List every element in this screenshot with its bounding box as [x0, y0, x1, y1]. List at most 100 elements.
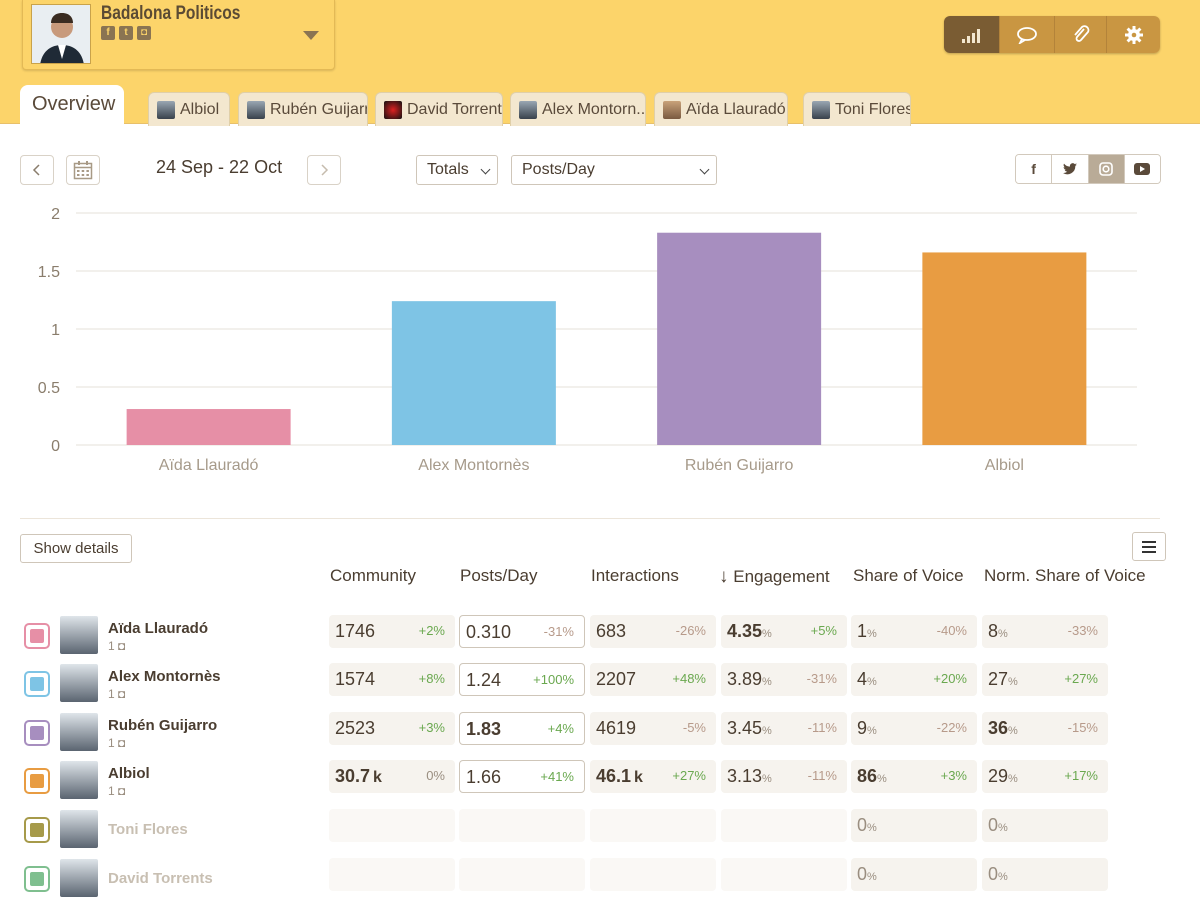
x-tick-label: Alex Montornès: [418, 457, 529, 474]
series-color-toggle[interactable]: [24, 817, 50, 843]
x-tick-label: Aïda Llauradó: [159, 457, 259, 474]
cell-community: 1574 +8%: [329, 663, 455, 696]
change-badge: +41%: [540, 769, 574, 784]
series-color-toggle[interactable]: [24, 866, 50, 892]
avatar: [663, 100, 681, 119]
tab-alex-montornes[interactable]: Alex Montorn...: [510, 92, 646, 126]
cell-nsov: 29% +17%: [982, 760, 1108, 793]
cell-posts: 0.310 -31%: [459, 615, 585, 648]
tab-toni-flores[interactable]: Toni Flores: [803, 92, 911, 126]
row-account-count: 1 ◘: [108, 639, 126, 653]
facebook-icon: f: [101, 26, 115, 40]
totals-select[interactable]: Totals: [416, 155, 498, 185]
y-tick-label: 1: [51, 322, 60, 339]
tab-ruben-guijarro[interactable]: Rubén Guijarro: [238, 92, 368, 126]
table-row[interactable]: Rubén Guijarro 1 ◘ 2523 +3% 1.83 +4% 4619 -5% 3.…: [0, 712, 1200, 752]
change-badge: +48%: [672, 671, 706, 686]
cell-nsov: 27% +27%: [982, 663, 1108, 696]
header-community[interactable]: Community: [330, 566, 416, 585]
table-row[interactable]: Albiol 1 ◘ 30.7 k 0% 1.66 +41% 46.1 k +27% 3.13% -1…: [0, 760, 1200, 800]
youtube-icon[interactable]: [1124, 155, 1160, 183]
tab-aida-llaurado[interactable]: Aïda Llauradó: [654, 92, 788, 126]
signal-icon[interactable]: [944, 16, 1000, 53]
row-name[interactable]: Rubén Guijarro: [108, 717, 218, 734]
series-color-toggle[interactable]: [24, 720, 50, 746]
change-badge: +27%: [1064, 671, 1098, 686]
chevron-down-icon[interactable]: [303, 31, 319, 40]
competitor-tabs: Overview Albiol Rubén Guijarro David Tor…: [0, 84, 1200, 126]
cell-nsov: 0%: [982, 809, 1108, 842]
cell-sov: 0%: [851, 858, 977, 891]
header-engagement[interactable]: ↓ Engagement: [719, 566, 830, 587]
instagram-icon: ◘: [114, 639, 126, 653]
bar[interactable]: [922, 252, 1087, 445]
avatar: [519, 100, 537, 119]
avatar: [60, 761, 98, 799]
instagram-icon[interactable]: [1088, 155, 1125, 183]
comment-icon[interactable]: [1000, 16, 1055, 53]
table-row[interactable]: Alex Montornès 1 ◘ 1574 +8% 1.24 +100% 2207 +48…: [0, 663, 1200, 703]
facebook-icon[interactable]: f: [1016, 155, 1053, 183]
table-row[interactable]: David Torrents 0% 0%: [0, 858, 1200, 898]
tab-albiol[interactable]: Albiol: [148, 92, 230, 126]
change-badge: 0%: [426, 768, 445, 783]
avatar: [384, 100, 402, 119]
menu-icon[interactable]: [1132, 532, 1166, 561]
x-tick-label: Albiol: [985, 457, 1024, 474]
cell-sov: 9% -22%: [851, 712, 977, 745]
gear-icon[interactable]: [1107, 16, 1160, 53]
row-name[interactable]: Aïda Llauradó: [108, 620, 209, 637]
change-badge: +3%: [418, 720, 445, 735]
metric-select[interactable]: Posts/Day: [511, 155, 717, 185]
series-color-toggle[interactable]: [24, 623, 50, 649]
series-color-toggle[interactable]: [24, 768, 50, 794]
bar[interactable]: [126, 409, 291, 445]
cell-engagement: 4.35% +5%: [721, 615, 847, 648]
twitter-icon[interactable]: [1052, 155, 1089, 183]
account-switcher[interactable]: Badalona Politicos f t ◘: [22, 0, 335, 70]
bar[interactable]: [391, 301, 556, 445]
change-badge: -22%: [936, 720, 967, 735]
change-badge: -5%: [682, 720, 706, 735]
paperclip-icon[interactable]: [1055, 16, 1107, 53]
change-badge: -11%: [807, 768, 837, 783]
calendar-icon[interactable]: [66, 155, 100, 185]
change-badge: -33%: [1067, 623, 1098, 638]
change-badge: +8%: [418, 671, 445, 686]
cell-posts: [459, 809, 585, 842]
avatar: [60, 810, 98, 848]
cell-nsov: 8% -33%: [982, 615, 1108, 648]
change-badge: -31%: [543, 624, 574, 639]
twitter-icon: t: [119, 26, 133, 40]
cell-community: 30.7 k 0%: [329, 760, 455, 793]
table-row[interactable]: Aïda Llauradó 1 ◘ 1746 +2% 0.310 -31% 683 -26% 4…: [0, 615, 1200, 655]
row-name[interactable]: Albiol: [108, 765, 150, 782]
series-color-toggle[interactable]: [24, 671, 50, 697]
tab-overview[interactable]: Overview: [20, 85, 124, 126]
change-badge: -11%: [807, 720, 837, 735]
avatar: [60, 616, 98, 654]
show-details-button[interactable]: Show details: [20, 534, 132, 563]
next-period-button[interactable]: [307, 155, 341, 185]
row-name[interactable]: Alex Montornès: [108, 668, 221, 685]
header-interactions[interactable]: Interactions: [591, 566, 679, 585]
cell-interactions: [590, 858, 716, 891]
divider: [20, 518, 1160, 519]
y-tick-label: 1.5: [38, 264, 60, 281]
avatar: [60, 664, 98, 702]
header-posts-per-day[interactable]: Posts/Day: [460, 566, 538, 585]
x-tick-label: Rubén Guijarro: [685, 457, 794, 474]
header-norm-share-of-voice[interactable]: Norm. Share of Voice: [984, 566, 1146, 585]
row-name[interactable]: Toni Flores: [108, 821, 188, 838]
cell-nsov: 36% -15%: [982, 712, 1108, 745]
table-row[interactable]: Toni Flores 0% 0%: [0, 809, 1200, 849]
header-share-of-voice[interactable]: Share of Voice: [853, 566, 964, 585]
prev-period-button[interactable]: [20, 155, 54, 185]
row-account-count: 1 ◘: [108, 736, 126, 750]
tab-david-torrents[interactable]: David Torrents: [375, 92, 503, 126]
row-name[interactable]: David Torrents: [108, 870, 213, 887]
posts-per-day-chart: 0 0.5 1 1.5 2 Aïda Llauradó Alex Montornès Rubé…: [38, 206, 1137, 474]
y-tick-label: 0: [51, 438, 60, 455]
bar[interactable]: [657, 232, 822, 445]
cell-community: 2523 +3%: [329, 712, 455, 745]
